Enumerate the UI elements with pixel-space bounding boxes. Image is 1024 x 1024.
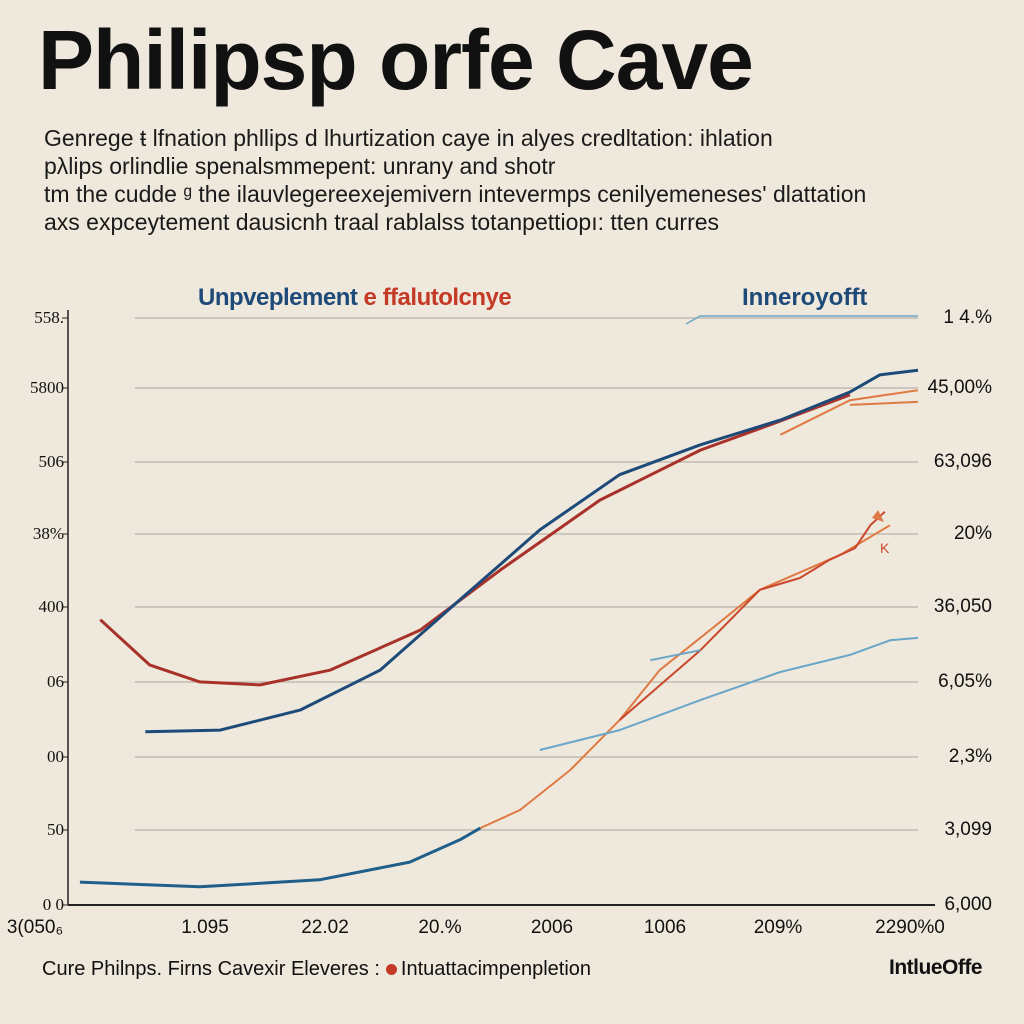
series-line-6 — [849, 400, 919, 406]
series-line-8 — [650, 649, 701, 662]
legend-dot-icon — [385, 964, 397, 975]
y-tick-label-left: 50 — [47, 820, 64, 839]
y-tick-label-left: 06 — [47, 672, 64, 691]
y-tick-label-right: 6,000 — [944, 894, 992, 915]
legend-line — [685, 315, 918, 325]
x-tick-label: 2006 — [530, 917, 574, 938]
x-tick-label: 2290%0 — [875, 917, 945, 938]
series-line-0 — [99, 393, 851, 687]
legend-label-b: e ffalutolcnye — [363, 284, 512, 311]
page-title: Philipsp orfe Cave — [38, 13, 754, 107]
subtitle-line: tm the cudde ᶢ the ilauvlegereexejemiver… — [44, 181, 867, 207]
series-line-3 — [479, 524, 891, 830]
y-tick-label-right: 3,099 — [944, 819, 992, 840]
series-line-5 — [779, 389, 919, 436]
x-tick-label: 1.095 — [181, 917, 229, 938]
legend-left: Unpveplement e ffalutolcnye — [198, 284, 512, 312]
subtitle-line: axs expceytement dausicnh traal rablalss… — [44, 209, 720, 235]
y-tick-label-left: 5800 — [30, 378, 64, 397]
y-tick-label-left: 558. — [34, 308, 64, 327]
brand-logo: IntlueOffe — [889, 956, 983, 979]
x-tick-label: 1006 — [643, 917, 687, 938]
y-tick-label-left: 0 0 — [42, 895, 64, 914]
y-tick-label-right: 20% — [953, 523, 992, 544]
y-tick-label-right: 2,3% — [948, 746, 992, 767]
y-tick-label-right: 45,00% — [927, 377, 992, 398]
series-line-1 — [145, 368, 919, 734]
caption-text: Cure Philnps. Firns Cavexir Eleveres : — [42, 958, 380, 980]
x-tick-label: 20.% — [418, 917, 462, 938]
marker-icon — [872, 510, 884, 522]
subtitle-line: Genrege ŧ lfnation phllips d lhurtizatio… — [44, 125, 773, 151]
legend-item: Intuattacimpenpletion — [400, 958, 592, 980]
x-tick-label: 3(050₆ — [6, 917, 64, 938]
y-tick-label-left: 00 — [47, 747, 64, 766]
series-line-2 — [79, 826, 482, 889]
y-tick-label-left: 38% — [32, 524, 64, 543]
x-tick-label: 22.02 — [301, 917, 349, 938]
legend-right: Inneroyofft — [742, 284, 868, 311]
y-tick-label-right: 6,05% — [938, 671, 992, 692]
series-line-7 — [539, 636, 919, 751]
y-tick-label-right: 1 4.% — [943, 307, 992, 328]
y-tick-label-left: 400 — [38, 597, 65, 616]
x-tick-label: 209% — [753, 917, 803, 938]
series-line-4 — [618, 510, 886, 721]
y-tick-label-right: 63,096 — [933, 451, 992, 472]
y-tick-label-right: 36,050 — [933, 596, 992, 617]
annotation: K — [880, 540, 890, 556]
legend-label-a: Unpveplement — [198, 284, 358, 311]
footer-caption: Cure Philnps. Firns Cavexir Eleveres : In… — [42, 958, 591, 981]
subtitle: Genrege ŧ lfnation phllips d lhurtizatio… — [44, 124, 866, 236]
subtitle-line: pλlips orlindlie spenalsmmepent: unrany … — [44, 153, 556, 179]
y-tick-label-left: 506 — [38, 452, 65, 471]
